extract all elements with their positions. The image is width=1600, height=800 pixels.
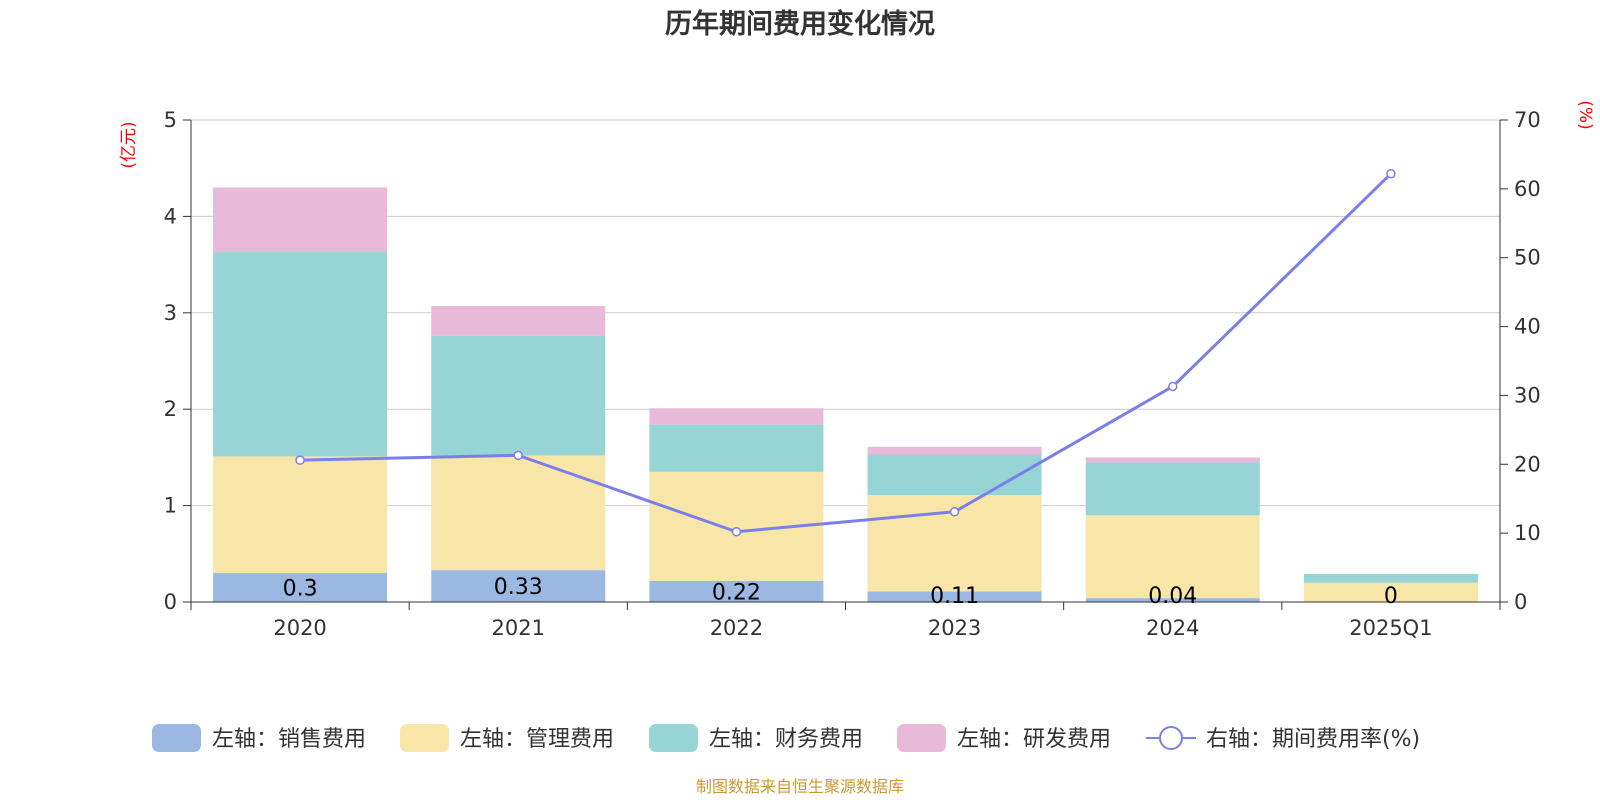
left-axis-tick-label: 2 — [164, 397, 177, 421]
bar-segment — [213, 252, 388, 457]
x-axis-tick-label: 2024 — [1146, 616, 1199, 640]
right-axis-tick-label: 0 — [1514, 590, 1527, 614]
bar-segment — [649, 408, 824, 425]
legend-item[interactable]: 左轴：管理费用 — [400, 724, 614, 752]
bar-segment — [1303, 582, 1478, 602]
bar-data-label: 0.04 — [1148, 584, 1197, 609]
bar-segment — [431, 455, 606, 571]
bar-segment — [649, 424, 824, 472]
legend-item[interactable]: 左轴：财务费用 — [649, 724, 863, 752]
right-axis-tick-label: 20 — [1514, 452, 1541, 476]
legend-swatch-icon — [400, 724, 449, 752]
bar-segment — [867, 446, 1042, 455]
x-axis-tick-label: 2023 — [928, 616, 981, 640]
right-axis-unit: (%) — [1575, 100, 1595, 129]
right-axis-tick-label: 70 — [1514, 108, 1541, 132]
legend-item[interactable]: 右轴：期间费用率(%) — [1146, 726, 1420, 752]
left-axis-tick-label: 3 — [164, 301, 177, 325]
bar-data-label: 0.11 — [930, 584, 979, 609]
bar-segment — [431, 335, 606, 456]
bar-data-label: 0.22 — [712, 580, 761, 605]
left-axis-unit: (亿元) — [119, 121, 139, 168]
line-series — [295, 168, 1396, 537]
legend-swatch-icon — [649, 724, 698, 752]
legend-item[interactable]: 左轴：销售费用 — [152, 724, 366, 752]
grid-lines — [191, 119, 1500, 507]
right-axis-tick-label: 50 — [1514, 246, 1541, 270]
bar-segment — [213, 187, 388, 253]
bar-segment — [213, 456, 388, 574]
source-note: 制图数据来自恒生聚源数据库 — [696, 777, 904, 796]
rate-point — [513, 450, 523, 461]
x-axis-tick-label: 2021 — [492, 616, 545, 640]
left-axis-tick-label: 5 — [164, 108, 177, 132]
rate-point — [731, 527, 742, 537]
bar-segment — [867, 454, 1042, 495]
bar-segment — [1085, 462, 1260, 516]
right-axis-tick-label: 60 — [1514, 177, 1541, 201]
legend-label: 左轴：销售费用 — [212, 727, 366, 752]
bar-segment — [431, 570, 606, 602]
x-axis-tick-label: 2022 — [710, 616, 763, 640]
right-axis-tick-label: 40 — [1514, 315, 1541, 339]
bar-segment — [649, 580, 824, 602]
rate-point — [1386, 168, 1396, 179]
data-labels: 0.3 0.33 0.22 0.11 0.04 0 — [283, 575, 1398, 609]
legend-circle-icon — [1159, 726, 1183, 750]
x-axis-tick-label: 2020 — [273, 616, 326, 640]
legend-label: 右轴：期间费用率(%) — [1206, 727, 1420, 752]
left-axis-tick-label: 4 — [164, 204, 177, 228]
bar-segment — [1303, 574, 1478, 583]
bar-segment — [1085, 457, 1260, 463]
bar-data-label: 0 — [1384, 584, 1398, 609]
right-axis-tick-label: 10 — [1514, 521, 1541, 545]
bar-segment — [431, 306, 606, 336]
rate-point — [295, 455, 305, 465]
rate-line — [300, 172, 1392, 534]
bar-segment — [213, 573, 388, 602]
bar-data-label: 0.33 — [494, 575, 543, 600]
legend[interactable]: 左轴：销售费用 左轴：管理费用 左轴：财务费用 左轴：研发费用 右轴：期间费用率(%) — [152, 724, 1420, 752]
bar-segment — [867, 591, 1042, 602]
x-axis-tick-label: 2025Q1 — [1349, 616, 1432, 640]
rate-point — [1168, 381, 1178, 392]
bar-segment — [1085, 515, 1260, 599]
legend-item[interactable]: 左轴：研发费用 — [897, 724, 1111, 752]
legend-label: 左轴：研发费用 — [957, 727, 1111, 752]
legend-swatch-icon — [152, 724, 201, 752]
rate-point — [949, 507, 960, 517]
legend-swatch-icon — [897, 724, 946, 752]
bar-data-label: 0.3 — [283, 577, 318, 602]
bars — [213, 187, 1478, 602]
chart-title: 历年期间费用变化情况 — [665, 8, 935, 40]
bar-segment — [1085, 598, 1260, 602]
legend-label: 左轴：管理费用 — [460, 727, 614, 752]
legend-label: 左轴：财务费用 — [709, 727, 863, 752]
left-axis-tick-label: 0 — [164, 590, 177, 614]
right-axis-tick-label: 30 — [1514, 383, 1541, 407]
left-axis-tick-label: 1 — [164, 494, 177, 518]
